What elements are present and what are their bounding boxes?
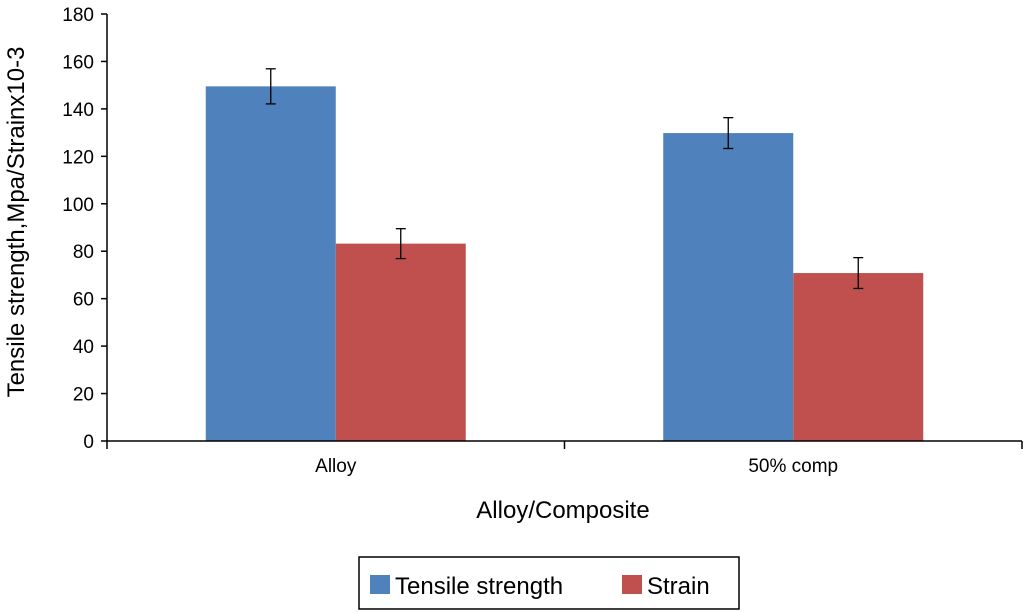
error-bars-layer [265, 68, 864, 290]
y-tick-label: 0 [83, 432, 94, 453]
y-tick-label: 140 [62, 100, 94, 121]
x-category-label: Alloy [315, 456, 357, 477]
y-axis-title: Tensile strength,Mpa/Strainx10-3 [3, 47, 30, 398]
bar-tensile-strength-alloy [205, 86, 336, 441]
y-tick-label: 60 [73, 290, 94, 311]
bar-tensile-strength-50-comp [663, 133, 794, 441]
legend-box [358, 556, 740, 610]
x-axis-title: Alloy/Composite [476, 497, 649, 524]
bar-strain-alloy [335, 243, 466, 441]
y-tick-label: 180 [62, 5, 94, 26]
x-category-label: 50% comp [748, 456, 838, 477]
legend-swatch-tensile-strength [370, 575, 390, 594]
legend-label-strain: Strain [647, 573, 710, 600]
bar-strain-50-comp [793, 273, 924, 441]
y-tick-label: 160 [62, 52, 94, 73]
y-tick-label: 80 [73, 242, 94, 263]
legend-label-tensile-strength: Tensile strength [395, 573, 563, 600]
y-tick-label: 120 [62, 147, 94, 168]
x-ticks: Alloy 50% comp [106, 441, 1023, 477]
legend: Tensile strength Strain [358, 556, 740, 610]
y-ticks: 0 20 40 60 80 100 120 140 160 180 [62, 5, 107, 453]
y-tick-label: 40 [73, 337, 94, 358]
bars-layer [205, 86, 924, 441]
y-tick-label: 20 [73, 385, 94, 406]
legend-swatch-strain [622, 575, 642, 594]
y-tick-label: 100 [62, 195, 94, 216]
